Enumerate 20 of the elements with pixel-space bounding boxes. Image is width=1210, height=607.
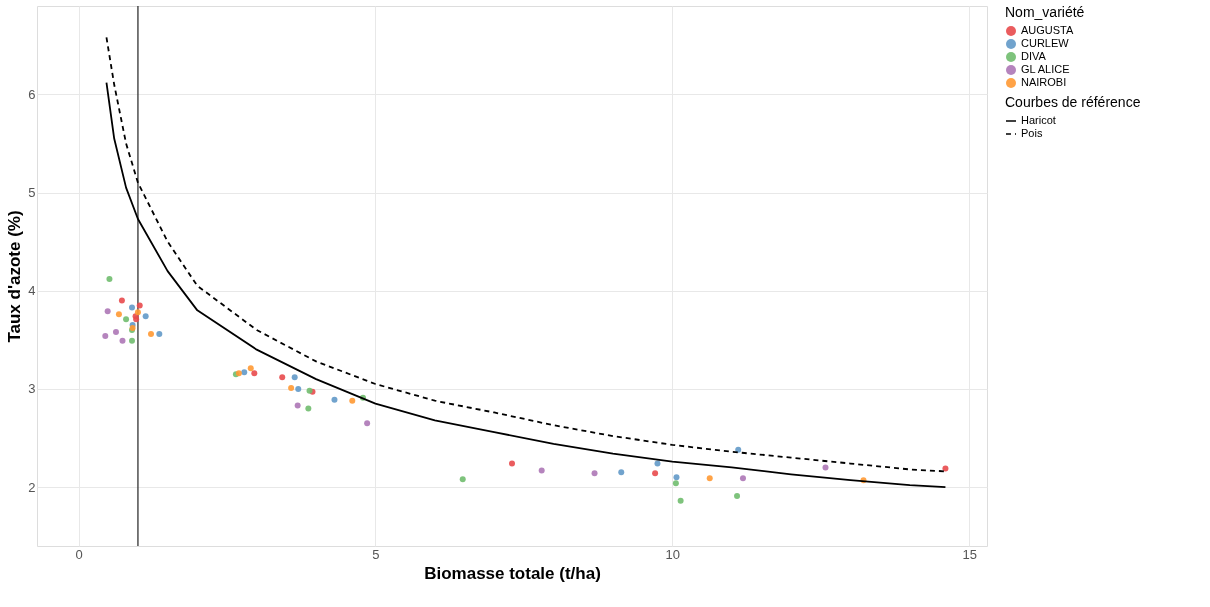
text: Nom_variété [1005,4,1085,20]
x-tick-label: 0 [75,546,83,562]
x-axis-title: Biomasse totale (t/ha) [424,563,601,583]
legend-label: NAIROBI [1021,76,1067,88]
legend-label: Pois [1021,127,1043,139]
y-tick-label: 3 [28,381,36,397]
legend-label: Haricot [1021,114,1056,126]
x-tick-label: 10 [665,546,681,562]
legend-label: GL ALICE [1021,63,1070,75]
y-tick-label: 2 [28,479,36,495]
y-axis-title: Taux d'azote (%) [5,210,25,343]
x-tick-label: 5 [372,546,380,562]
y-tick-label: 4 [28,283,36,299]
y-tick-label: 6 [28,86,36,102]
legend-label: CURLEW [1021,37,1070,49]
legend-label: AUGUSTA [1021,24,1075,36]
x-tick-label: 15 [962,546,977,562]
legend-label: DIVA [1021,50,1047,62]
text: Courbes de référence [1005,94,1141,110]
y-tick-label: 5 [28,185,36,201]
